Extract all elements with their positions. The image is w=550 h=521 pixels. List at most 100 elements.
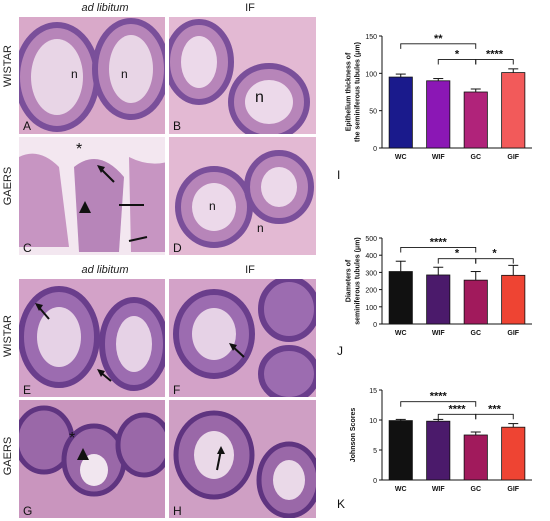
y-tick-label: 50	[369, 109, 377, 116]
significance-label: *	[455, 248, 460, 260]
bar-GIF	[501, 426, 526, 481]
significance-bracket	[400, 43, 477, 49]
x-tick-label: WC	[395, 486, 407, 493]
panel-label-B: B	[173, 119, 182, 133]
tissue-image-H	[169, 400, 316, 518]
significance-label: *	[492, 248, 497, 260]
panel-label-C: C	[23, 241, 32, 255]
panel-label-E: E	[23, 383, 32, 397]
significance-bracket	[475, 413, 514, 420]
bar-WIF	[426, 420, 451, 481]
y-tick-label: 100	[365, 305, 377, 312]
significance-label: ****	[486, 49, 504, 61]
row-label-gaers-bottom: GAERS	[2, 436, 14, 476]
x-tick-label: GC	[471, 154, 482, 161]
panel-label-D: D	[173, 241, 182, 255]
panel-label-H: H	[173, 504, 182, 518]
x-tick-label: GIF	[507, 330, 519, 337]
mark-n: n	[255, 89, 264, 106]
y-tick-label: 0	[373, 146, 377, 153]
bar-GC	[463, 434, 488, 481]
y-tick-label: 300	[365, 270, 377, 277]
y-tick-label: 150	[365, 34, 377, 41]
bar-WIF	[426, 80, 451, 149]
y-tick-label: 0	[373, 322, 377, 329]
x-tick-label: GIF	[507, 486, 519, 493]
tissue-image-F	[169, 279, 316, 397]
micrograph-D: n n D	[168, 136, 317, 256]
y-tick-label: 5	[373, 448, 377, 455]
y-tick-label: 10	[369, 418, 377, 425]
col-title-adlibitum-bottom: ad libitum	[81, 264, 129, 276]
mark-n: n	[257, 221, 264, 235]
bar-WC	[388, 271, 413, 325]
x-tick-label: WIF	[432, 486, 446, 493]
y-tick-label: 100	[365, 71, 377, 78]
x-tick-label: GC	[471, 330, 482, 337]
x-tick-label: WC	[395, 154, 407, 161]
row-label-gaers-top: GAERS	[2, 166, 14, 206]
panel-label-I: I	[337, 168, 341, 182]
panel-label-J: J	[337, 344, 343, 358]
bar-GIF	[501, 72, 526, 149]
significance-label: ****	[430, 391, 448, 403]
row-label-wistar-top: WISTAR	[2, 45, 14, 87]
y-axis-label-line: Diameters of	[346, 259, 353, 302]
panel-label-A: A	[23, 119, 32, 133]
micrograph-A: n n A	[18, 16, 166, 135]
significance-bracket	[400, 401, 477, 407]
y-axis-label: Diameters of seminiferous tubules (μm)	[346, 237, 362, 325]
y-axis-label-line: Johnson Scores	[350, 408, 357, 463]
micrograph-B: n B	[168, 16, 317, 135]
y-axis-label: Johnson Scores	[350, 408, 357, 463]
panel-label-K: K	[337, 497, 346, 511]
mark-asterisk: *	[69, 430, 76, 447]
tissue-image-B	[169, 17, 316, 134]
y-tick-label: 200	[365, 288, 377, 295]
mark-n: n	[71, 67, 78, 81]
x-tick-label: WC	[395, 330, 407, 337]
panel-label-G: G	[23, 504, 33, 518]
col-title-if-top: IF	[245, 2, 255, 14]
significance-bracket	[475, 59, 514, 65]
x-tick-label: WIF	[432, 330, 446, 337]
significance-label: ****	[448, 403, 466, 415]
y-tick-label: 400	[365, 253, 377, 260]
y-tick-label: 500	[365, 236, 377, 243]
significance-label: *	[455, 49, 460, 61]
bar-WC	[388, 76, 413, 149]
bar-GC	[463, 91, 488, 149]
mark-n: n	[209, 199, 216, 213]
y-tick-label: 0	[373, 478, 377, 485]
col-title-if-bottom: IF	[245, 264, 255, 276]
y-axis-label-line: Epithelium thickness of	[346, 52, 353, 131]
significance-bracket	[400, 247, 477, 253]
significance-label: **	[434, 33, 443, 45]
x-tick-label: GC	[471, 486, 482, 493]
bar-WIF	[426, 274, 451, 325]
micrograph-E: E	[18, 278, 166, 398]
micrograph-F: F	[168, 278, 317, 398]
x-tick-label: GIF	[507, 154, 519, 161]
micrograph-H: H	[168, 399, 317, 519]
y-axis-label: Epithelium thickness of the seminiferous …	[346, 42, 362, 142]
significance-label: ****	[430, 236, 448, 248]
y-tick-label: 15	[369, 388, 377, 395]
tissue-image-D	[169, 137, 316, 255]
micrograph-C: * C	[18, 136, 166, 256]
tissue-image-G	[19, 400, 165, 518]
tissue-image-E	[19, 279, 165, 397]
bar-GC	[463, 279, 488, 325]
micrograph-G: * G	[18, 399, 166, 519]
tissue-image-C	[19, 137, 165, 255]
panel-label-F: F	[173, 383, 181, 397]
significance-label: ***	[488, 403, 502, 415]
row-label-wistar-bottom: WISTAR	[2, 315, 14, 357]
col-title-adlibitum-top: ad libitum	[81, 2, 129, 14]
x-tick-label: WIF	[432, 154, 446, 161]
mark-asterisk: *	[76, 141, 83, 158]
mark-n: n	[121, 67, 128, 81]
